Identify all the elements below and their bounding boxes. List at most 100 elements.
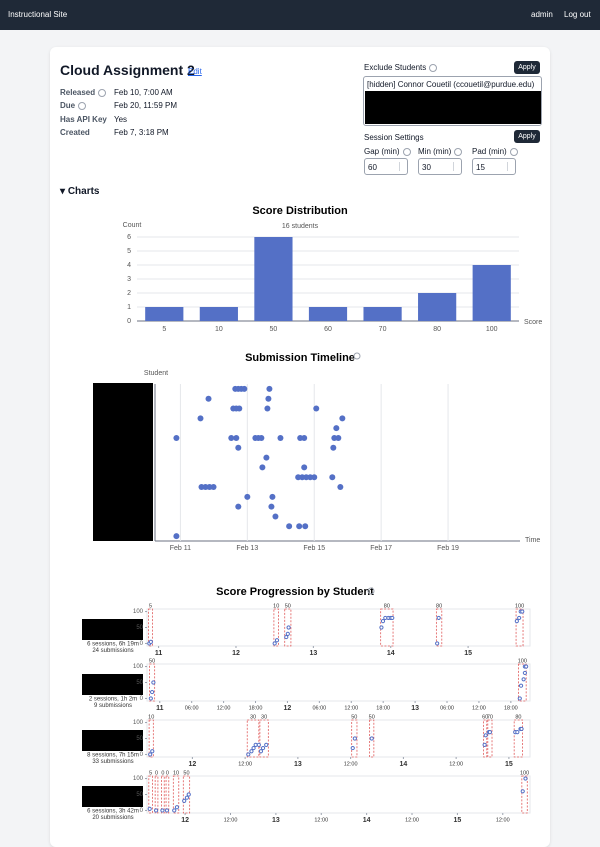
help-icon[interactable] [454,147,463,156]
submission-point [148,696,153,701]
plot-frame [146,663,531,702]
submission-point [517,696,522,701]
bar [363,307,402,321]
x-tick-label: 14 [399,761,407,768]
spinner[interactable] [507,162,513,171]
point [197,415,204,422]
apply-button[interactable]: Apply [514,61,540,74]
input-value: 60 [368,163,377,172]
point [173,434,180,441]
bar [199,307,238,321]
help-icon[interactable] [509,147,518,156]
x-tick-label: 80 [433,326,441,333]
x-tick-label: 5 [162,326,166,333]
x-tick-label: 12:00 [449,761,463,767]
point [339,415,346,422]
number-input[interactable]: 30 [418,158,462,175]
point [259,464,266,471]
session-box [148,719,154,758]
point [302,523,309,530]
redacted-name [82,730,143,751]
submission-point [284,634,289,640]
number-input[interactable]: 15 [472,158,516,175]
session-score: 50 [285,603,291,609]
session-score: 0 [161,770,164,776]
submission-point [160,808,165,813]
number-input[interactable]: 60 [364,158,408,175]
bar [145,307,184,321]
y-tick-label: 100 [133,664,144,670]
point [210,484,217,491]
bar [472,265,511,321]
detail-label: Due [60,101,87,111]
student-option[interactable]: [hidden] Connor Couetil (ccouetil@purdue… [367,80,535,89]
session-box [259,719,269,758]
y-tick-label: 5 [127,248,131,255]
submission-point [520,789,525,794]
point [333,425,340,432]
edit-link[interactable]: Edit [188,67,202,76]
x-tick-label: 13 [411,705,419,712]
submission-point [249,749,254,754]
charts-toggle[interactable]: ▾ Charts [60,186,100,197]
point [329,474,336,481]
y-tick-label: 100 [133,776,144,782]
x-tick-label: 18:00 [376,705,390,711]
detail-value: Feb 10, 7:00 AM [114,88,173,97]
y-tick-label: 0 [140,808,144,814]
x-tick-label: 10 [215,326,223,333]
session-score: 50 [183,770,189,776]
apply-button[interactable]: Apply [514,130,540,143]
help-icon[interactable] [78,102,87,111]
input-value: 15 [476,163,485,172]
point [337,484,344,491]
student-list[interactable]: [hidden] Connor Couetil (ccouetil@purdue… [363,76,542,126]
help-icon[interactable] [429,63,438,72]
session-score: 5 [149,770,152,776]
x-tick-label: 11 [156,705,164,712]
submission-point [514,619,519,624]
submission-point [483,733,488,738]
spinner[interactable] [453,162,459,171]
y-tick-label: 2 [127,290,131,297]
session-box [284,608,292,647]
help-icon[interactable] [98,88,107,97]
spinner[interactable] [399,162,405,171]
y-axis-label: Count [123,222,142,229]
brand[interactable]: Instructional Site [8,10,68,19]
submission-point [523,776,528,781]
session-score: 50 [351,714,357,720]
help-icon[interactable] [353,352,361,360]
point [265,395,272,402]
submission-point [286,625,291,630]
y-tick-label: 50 [136,792,143,798]
submission-point [174,805,180,810]
submission-point [260,745,266,751]
submission-point [184,795,190,800]
help-icon[interactable] [402,147,411,156]
x-tick-label: 12 [284,705,292,712]
session-score: 0 [155,770,158,776]
y-tick-label: 50 [136,680,143,686]
help-icon[interactable] [367,587,375,595]
session-score: 80 [384,603,390,609]
point [272,513,279,520]
session-score: 30 [250,714,256,720]
point [286,523,293,530]
submission-point [186,792,191,797]
x-tick-label: 12:00 [472,705,486,711]
chart-subtitle: 16 students [282,223,319,230]
nav-link[interactable]: admin [531,10,553,19]
submission-point [522,670,527,676]
x-tick-label: 18:00 [249,705,263,711]
x-tick-label: 15 [505,761,513,768]
x-tick-label: 12 [232,650,240,657]
session-score: 100 [518,658,527,664]
submission-point [148,639,153,644]
session-box [369,719,375,758]
submission-point [520,609,525,614]
nav-link[interactable]: Log out [564,10,591,19]
session-box [161,775,165,814]
y-tick-label: 6 [127,234,131,241]
